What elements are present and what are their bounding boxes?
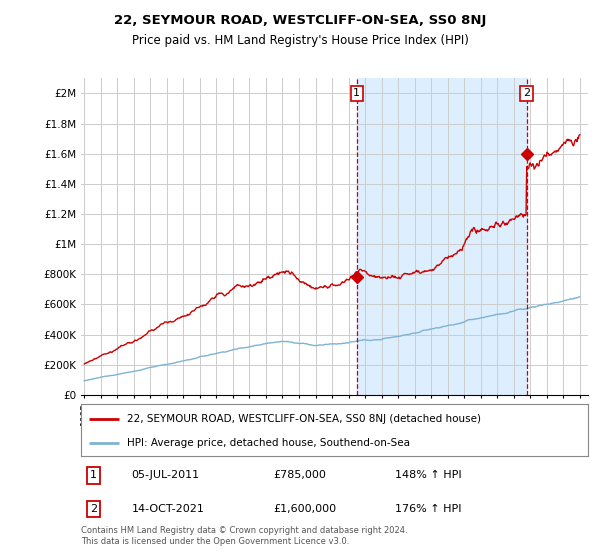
Text: 14-OCT-2021: 14-OCT-2021 (132, 504, 205, 514)
Text: HPI: Average price, detached house, Southend-on-Sea: HPI: Average price, detached house, Sout… (127, 438, 410, 449)
Text: 2: 2 (523, 88, 530, 99)
Text: 1: 1 (353, 88, 360, 99)
Text: 05-JUL-2011: 05-JUL-2011 (132, 470, 200, 480)
Text: 22, SEYMOUR ROAD, WESTCLIFF-ON-SEA, SS0 8NJ (detached house): 22, SEYMOUR ROAD, WESTCLIFF-ON-SEA, SS0 … (127, 414, 481, 424)
Text: 148% ↑ HPI: 148% ↑ HPI (395, 470, 462, 480)
Bar (357, 78, 527, 395)
Text: 2: 2 (90, 504, 97, 514)
Text: £785,000: £785,000 (274, 470, 326, 480)
Text: 1: 1 (90, 470, 97, 480)
Text: £1,600,000: £1,600,000 (274, 504, 337, 514)
Text: Price paid vs. HM Land Registry's House Price Index (HPI): Price paid vs. HM Land Registry's House … (131, 34, 469, 46)
Text: 176% ↑ HPI: 176% ↑ HPI (395, 504, 462, 514)
Text: Contains HM Land Registry data © Crown copyright and database right 2024.
This d: Contains HM Land Registry data © Crown c… (81, 526, 407, 546)
Text: 22, SEYMOUR ROAD, WESTCLIFF-ON-SEA, SS0 8NJ: 22, SEYMOUR ROAD, WESTCLIFF-ON-SEA, SS0 … (114, 14, 486, 27)
